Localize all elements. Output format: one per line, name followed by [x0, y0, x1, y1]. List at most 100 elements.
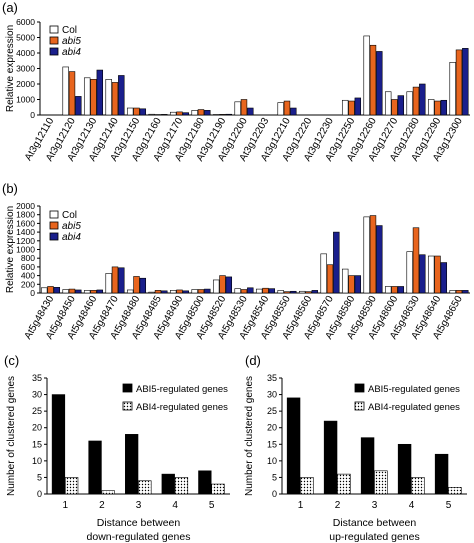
bar-abi4 — [419, 254, 426, 294]
x-tick-label: 5 — [209, 500, 215, 511]
legend-label: ABI5-regulated genes — [136, 384, 228, 395]
y-tick-label: 2000 — [16, 201, 35, 211]
bar-col — [449, 290, 456, 294]
bar-abi5 — [197, 109, 205, 116]
bar-abi4 — [397, 95, 405, 116]
y-axis-label: Number of clustered genes — [244, 376, 255, 496]
bar-abi5-regulated-genes — [125, 434, 139, 495]
bar-abi4-regulated-genes — [411, 477, 425, 495]
bar-abi5 — [133, 276, 140, 294]
bar-col — [83, 77, 91, 116]
bar-abi5 — [262, 287, 269, 294]
bar-col — [384, 91, 392, 116]
bar-abi5 — [434, 255, 441, 294]
x-axis-label: Distance between — [333, 517, 417, 529]
bar-col — [341, 268, 349, 294]
bar-col — [169, 111, 177, 116]
y-tick-label: 2000 — [16, 79, 35, 89]
bar-abi4 — [161, 290, 168, 294]
x-tick-label: 4 — [172, 500, 178, 511]
bar-abi5 — [455, 290, 463, 294]
bar-col — [406, 91, 413, 116]
x-tick-label: 1 — [298, 500, 304, 511]
bar-abi4 — [53, 287, 61, 294]
bar-abi5 — [240, 289, 248, 294]
bar-col — [62, 66, 69, 116]
bar-col — [40, 287, 48, 294]
legend-swatch — [49, 210, 59, 219]
bar-abi4 — [376, 51, 383, 116]
bar-col — [126, 289, 134, 294]
bar-abi5 — [348, 275, 355, 294]
bar-col — [105, 273, 112, 294]
bar-abi4 — [182, 112, 190, 116]
y-tick-label: 1200 — [16, 236, 35, 246]
panel-label: (d) — [245, 353, 261, 368]
y-tick-label: 15 — [32, 439, 42, 449]
bar-abi4 — [75, 96, 82, 116]
legend-label: ABI4-regulated genes — [368, 402, 460, 413]
bar-abi4 — [118, 267, 125, 294]
bar-abi5 — [348, 100, 355, 116]
bar-col — [341, 99, 349, 116]
y-tick-label: 3000 — [16, 64, 35, 74]
bar-col — [234, 288, 241, 294]
bar-abi4-regulated-genes — [65, 477, 79, 495]
bar-col — [427, 255, 435, 294]
legend-label: abi5 — [62, 36, 81, 47]
y-tick-label: 10 — [32, 456, 42, 466]
bar-abi4 — [462, 48, 469, 116]
bar-abi5 — [90, 79, 97, 116]
legend-label: abi4 — [62, 232, 81, 243]
bar-abi4-regulated-genes — [138, 480, 152, 495]
bar-abi5 — [455, 49, 463, 116]
y-tick-label: 400 — [21, 271, 35, 281]
legend-swatch — [49, 36, 59, 45]
y-tick-label: 5 — [272, 472, 277, 482]
x-tick-label: 2 — [335, 500, 341, 511]
bar-abi5 — [412, 86, 420, 116]
bar-abi5 — [391, 286, 398, 294]
bar-abi4-regulated-genes — [448, 487, 462, 495]
bar-abi5-regulated-genes — [51, 394, 66, 495]
bar-abi4 — [462, 290, 469, 294]
bar-abi5 — [326, 264, 334, 294]
bar-col — [277, 290, 284, 294]
bar-abi5 — [133, 107, 140, 116]
x-tick-label: 5 — [446, 500, 452, 511]
x-axis-label: down-regulated genes — [87, 531, 191, 543]
legend-label: Col — [62, 25, 77, 36]
bar-abi5 — [154, 290, 162, 294]
bar-col — [191, 110, 198, 116]
bar-col — [406, 251, 413, 294]
bar-abi5 — [412, 227, 420, 294]
bar-abi4 — [118, 75, 125, 116]
bar-abi5 — [305, 291, 312, 294]
y-tick-label: 0 — [30, 288, 35, 298]
y-tick-label: 6000 — [16, 17, 35, 27]
panel-label: (c) — [4, 353, 19, 368]
bar-abi5-regulated-genes — [88, 440, 102, 495]
panel-label: (a) — [2, 0, 18, 15]
bar-abi5 — [176, 111, 183, 116]
bar-abi4-regulated-genes — [300, 477, 314, 495]
bar-abi5 — [283, 100, 291, 116]
y-tick-label: 1000 — [16, 95, 35, 105]
bar-abi5 — [90, 290, 97, 294]
bar-abi4 — [75, 289, 82, 294]
bar-col — [384, 286, 392, 294]
y-tick-label: 30 — [267, 390, 277, 400]
y-tick-label: 10 — [267, 456, 277, 466]
y-tick-label: 25 — [32, 406, 42, 416]
bar-abi5 — [176, 289, 183, 294]
bar-abi4 — [161, 114, 168, 116]
legend-swatch — [49, 25, 59, 34]
bar-abi5 — [369, 215, 377, 294]
bar-abi5-regulated-genes — [286, 397, 301, 495]
bar-col — [363, 216, 370, 294]
bar-abi4 — [268, 288, 276, 294]
y-tick-label: 0 — [37, 489, 42, 499]
bar-abi4 — [96, 289, 104, 294]
